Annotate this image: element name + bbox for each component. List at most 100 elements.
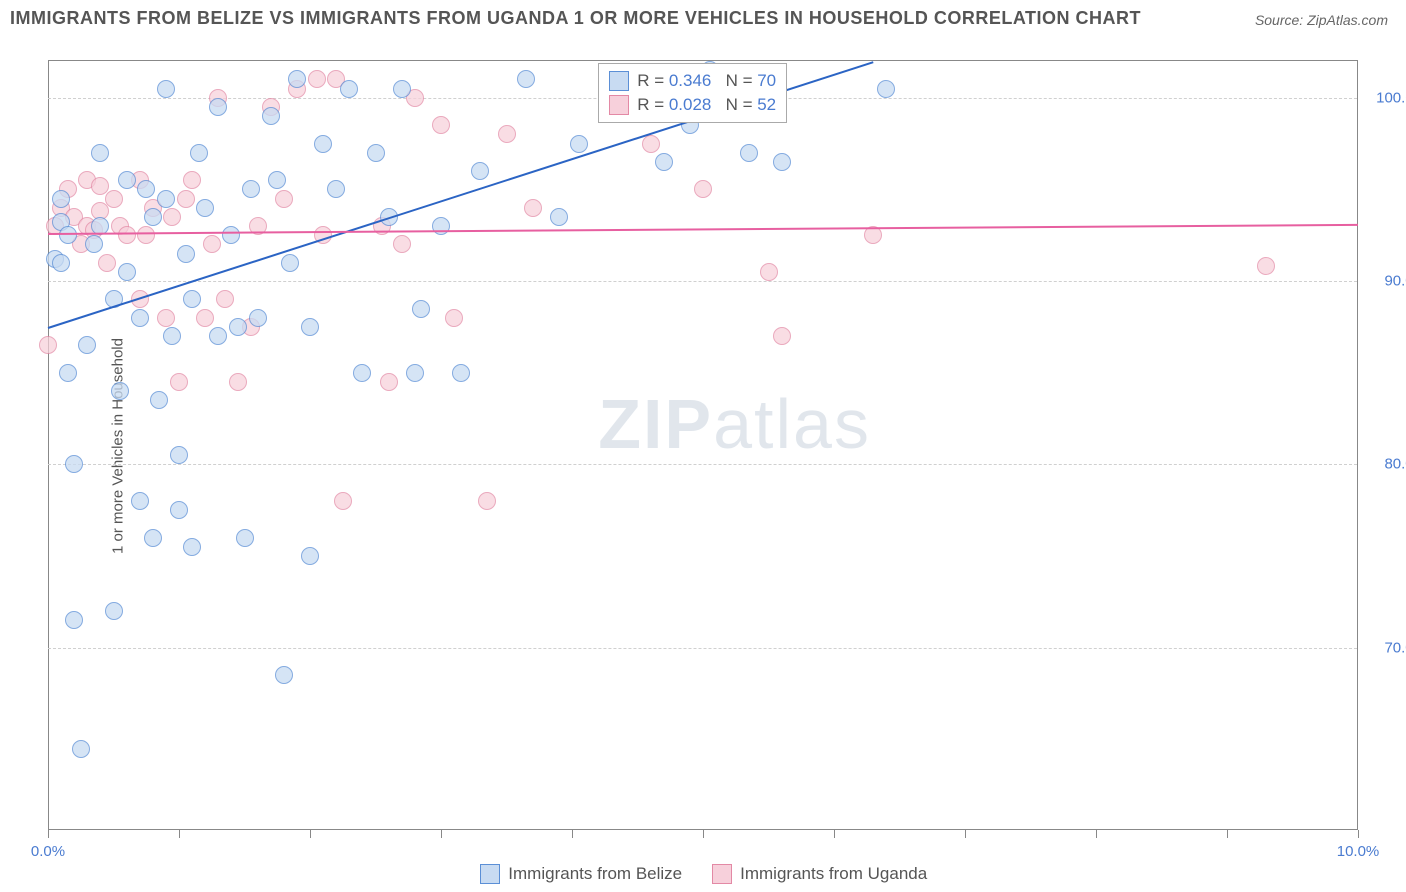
- chart-title: IMMIGRANTS FROM BELIZE VS IMMIGRANTS FRO…: [10, 8, 1141, 29]
- scatter-point-uganda: [216, 290, 234, 308]
- scatter-point-belize: [118, 263, 136, 281]
- scatter-point-uganda: [183, 171, 201, 189]
- scatter-point-belize: [65, 455, 83, 473]
- scatter-point-uganda: [98, 254, 116, 272]
- legend-swatch-uganda: [712, 864, 732, 884]
- scatter-point-belize: [249, 309, 267, 327]
- legend-label: Immigrants from Belize: [508, 864, 682, 884]
- scatter-point-belize: [190, 144, 208, 162]
- scatter-point-uganda: [393, 235, 411, 253]
- watermark: ZIPatlas: [598, 384, 871, 464]
- scatter-point-uganda: [380, 373, 398, 391]
- x-tick: [1358, 830, 1359, 838]
- scatter-point-uganda: [478, 492, 496, 510]
- source-attribution: Source: ZipAtlas.com: [1255, 12, 1388, 28]
- x-tick: [48, 830, 49, 838]
- trend-line-uganda: [48, 224, 1358, 235]
- scatter-point-belize: [170, 501, 188, 519]
- scatter-point-belize: [170, 446, 188, 464]
- legend-swatch-belize: [480, 864, 500, 884]
- gridline-horizontal: [48, 281, 1357, 282]
- scatter-point-belize: [229, 318, 247, 336]
- scatter-point-uganda: [445, 309, 463, 327]
- scatter-point-belize: [301, 318, 319, 336]
- legend-swatch-belize: [609, 71, 629, 91]
- scatter-point-belize: [65, 611, 83, 629]
- x-tick: [310, 830, 311, 838]
- scatter-point-belize: [773, 153, 791, 171]
- scatter-point-belize: [570, 135, 588, 153]
- scatter-point-uganda: [157, 309, 175, 327]
- scatter-point-uganda: [432, 116, 450, 134]
- scatter-point-belize: [262, 107, 280, 125]
- plot-area: ZIPatlas 70.0%80.0%90.0%100.0%0.0%10.0%R…: [48, 60, 1358, 830]
- scatter-point-uganda: [137, 226, 155, 244]
- scatter-point-uganda: [105, 190, 123, 208]
- legend-stats: R = 0.346 N = 70 R = 0.028 N = 52: [598, 63, 787, 123]
- scatter-point-uganda: [118, 226, 136, 244]
- x-tick: [441, 830, 442, 838]
- legend-stats-text: R = 0.346 N = 70: [637, 71, 776, 91]
- scatter-point-belize: [432, 217, 450, 235]
- scatter-point-belize: [288, 70, 306, 88]
- scatter-point-belize: [406, 364, 424, 382]
- y-tick-label: 100.0%: [1367, 89, 1406, 106]
- scatter-point-belize: [144, 208, 162, 226]
- scatter-point-belize: [550, 208, 568, 226]
- scatter-point-belize: [52, 254, 70, 272]
- scatter-point-belize: [52, 190, 70, 208]
- scatter-point-belize: [367, 144, 385, 162]
- scatter-point-belize: [72, 740, 90, 758]
- x-tick: [834, 830, 835, 838]
- scatter-point-belize: [327, 180, 345, 198]
- x-tick: [703, 830, 704, 838]
- scatter-point-belize: [281, 254, 299, 272]
- source-label: Source:: [1255, 12, 1307, 28]
- scatter-point-uganda: [163, 208, 181, 226]
- scatter-point-belize: [144, 529, 162, 547]
- scatter-point-belize: [131, 309, 149, 327]
- scatter-point-belize: [183, 290, 201, 308]
- scatter-point-uganda: [308, 70, 326, 88]
- scatter-point-uganda: [1257, 257, 1275, 275]
- scatter-point-belize: [209, 98, 227, 116]
- scatter-point-belize: [877, 80, 895, 98]
- scatter-point-belize: [111, 382, 129, 400]
- scatter-point-uganda: [229, 373, 247, 391]
- y-tick-label: 90.0%: [1367, 273, 1406, 290]
- x-tick: [572, 830, 573, 838]
- scatter-point-belize: [517, 70, 535, 88]
- scatter-point-uganda: [773, 327, 791, 345]
- x-tick-label: 0.0%: [31, 843, 65, 860]
- scatter-point-belize: [740, 144, 758, 162]
- scatter-point-uganda: [498, 125, 516, 143]
- scatter-point-belize: [236, 529, 254, 547]
- x-tick: [1096, 830, 1097, 838]
- x-tick-label: 10.0%: [1337, 843, 1380, 860]
- source-value: ZipAtlas.com: [1307, 12, 1388, 28]
- scatter-point-belize: [78, 336, 96, 354]
- scatter-point-belize: [471, 162, 489, 180]
- scatter-point-belize: [353, 364, 371, 382]
- legend-item-uganda: Immigrants from Uganda: [712, 864, 927, 884]
- scatter-point-belize: [275, 666, 293, 684]
- scatter-point-belize: [655, 153, 673, 171]
- watermark-bold: ZIP: [598, 385, 713, 463]
- scatter-point-belize: [452, 364, 470, 382]
- scatter-point-belize: [105, 602, 123, 620]
- legend-stats-text: R = 0.028 N = 52: [637, 95, 776, 115]
- x-tick: [965, 830, 966, 838]
- legend-item-belize: Immigrants from Belize: [480, 864, 682, 884]
- scatter-point-belize: [183, 538, 201, 556]
- scatter-point-belize: [177, 245, 195, 263]
- y-tick-label: 70.0%: [1367, 639, 1406, 656]
- scatter-point-belize: [59, 226, 77, 244]
- gridline-horizontal: [48, 648, 1357, 649]
- legend-swatch-uganda: [609, 95, 629, 115]
- scatter-point-belize: [393, 80, 411, 98]
- scatter-point-belize: [157, 80, 175, 98]
- scatter-point-belize: [85, 235, 103, 253]
- y-axis-line: [48, 61, 49, 830]
- y-tick-label: 80.0%: [1367, 456, 1406, 473]
- scatter-point-belize: [137, 180, 155, 198]
